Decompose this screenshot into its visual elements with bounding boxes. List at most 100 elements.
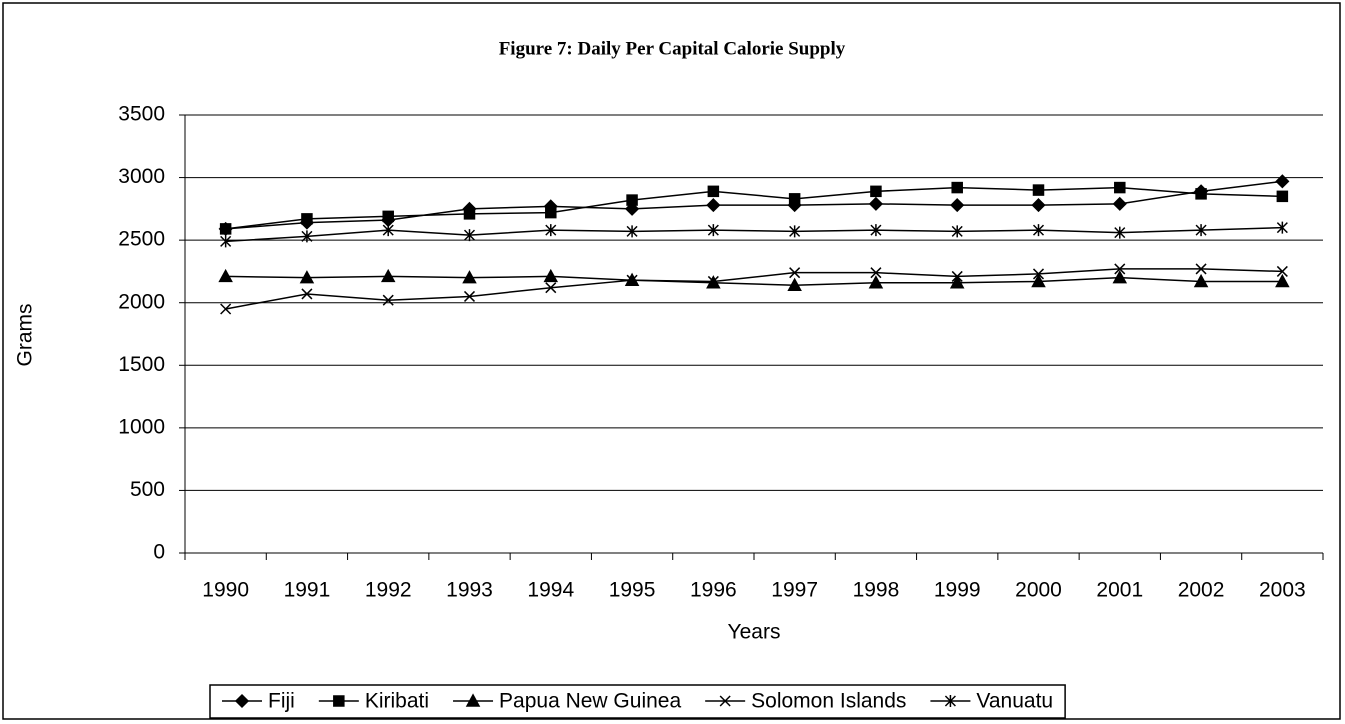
marker	[545, 282, 557, 294]
marker	[382, 294, 394, 306]
marker	[707, 275, 719, 287]
x-axis-label: Years	[728, 621, 781, 644]
marker	[625, 201, 640, 216]
x-tick-label: 2001	[1096, 579, 1143, 602]
y-tick-label: 500	[130, 478, 165, 501]
marker	[301, 230, 313, 243]
marker	[1195, 224, 1207, 237]
y-tick-label: 3000	[118, 165, 165, 188]
legend: Fiji Kiribati Papua New Guinea Solomon Isla…	[209, 684, 1066, 719]
marker	[234, 693, 250, 709]
marker	[787, 277, 802, 291]
marker	[463, 229, 476, 242]
marker	[463, 208, 476, 220]
marker	[626, 274, 638, 286]
marker	[463, 290, 476, 302]
marker	[1114, 263, 1126, 275]
y-tick-label: 0	[153, 541, 165, 564]
marker	[789, 225, 801, 238]
x-tick-label: 1990	[202, 579, 249, 602]
marker	[626, 194, 638, 206]
marker	[545, 224, 557, 237]
marker	[719, 695, 731, 707]
marker	[706, 198, 721, 213]
marker	[301, 213, 313, 225]
marker	[1275, 174, 1290, 189]
x-tick-label: 1994	[527, 579, 574, 602]
marker	[870, 224, 882, 237]
marker	[950, 198, 965, 213]
marker	[382, 224, 394, 237]
legend-label: Kiribati	[365, 690, 429, 713]
legend-box	[209, 684, 1066, 719]
marker	[333, 695, 345, 707]
marker	[1193, 273, 1209, 288]
series-line	[225, 226, 1283, 243]
x-tick-label: 1997	[771, 579, 818, 602]
marker	[220, 235, 232, 248]
y-tick-label: 1500	[118, 353, 165, 376]
legend-label: Vanuatu	[976, 690, 1053, 713]
marker	[219, 223, 232, 235]
marker	[301, 288, 313, 300]
legend-label: Fiji	[268, 690, 295, 713]
y-axis-label: Grams	[14, 304, 37, 367]
marker	[1031, 273, 1046, 288]
x-tick-label: 1998	[853, 579, 900, 602]
marker	[789, 267, 801, 279]
marker	[1275, 273, 1290, 288]
x-tick-label: 2003	[1259, 579, 1306, 602]
marker	[1032, 184, 1045, 196]
x-tick-label: 1996	[690, 579, 737, 602]
marker	[1032, 224, 1045, 237]
marker	[868, 196, 883, 211]
legend-label: Solomon Islands	[751, 690, 906, 713]
x-tick-label: 2002	[1178, 579, 1225, 602]
marker	[707, 224, 719, 237]
series-line	[225, 180, 1283, 230]
marker	[707, 185, 720, 198]
marker	[462, 270, 477, 284]
marker	[465, 693, 481, 707]
marker	[626, 225, 638, 238]
marker	[951, 270, 963, 282]
marker	[944, 695, 956, 707]
x-tick-label: 1993	[446, 579, 493, 602]
marker	[382, 210, 394, 223]
y-tick-label: 2500	[118, 228, 165, 251]
marker	[788, 193, 801, 205]
marker	[1195, 263, 1207, 275]
y-tick-label: 1000	[118, 415, 165, 438]
x-tick-label: 1991	[284, 579, 331, 602]
marker	[380, 268, 396, 283]
marker	[1276, 265, 1288, 277]
marker	[1276, 221, 1288, 234]
marker	[868, 275, 884, 289]
chart-title: Figure 7: Daily Per Capital Calorie Supp…	[499, 38, 846, 59]
x-tick-label: 1999	[934, 579, 981, 602]
marker	[1031, 198, 1046, 213]
marker	[1276, 190, 1289, 203]
marker	[951, 181, 963, 194]
marker	[218, 268, 233, 283]
marker	[870, 185, 882, 198]
x-tick-label: 1995	[609, 579, 656, 602]
x-tick-label: 1992	[365, 579, 412, 602]
marker	[1032, 268, 1045, 280]
x-tick-label: 2000	[1015, 579, 1062, 602]
series-line	[225, 275, 1283, 286]
y-tick-label: 2000	[118, 290, 165, 313]
marker	[543, 268, 559, 283]
marker	[1114, 226, 1126, 239]
marker	[949, 275, 965, 289]
marker	[1195, 188, 1207, 200]
marker	[951, 225, 963, 238]
y-tick-label: 3500	[118, 103, 165, 126]
marker	[1112, 196, 1127, 211]
marker	[1112, 270, 1128, 284]
marker	[1114, 181, 1126, 194]
marker	[299, 270, 315, 284]
series-line	[225, 268, 1283, 310]
